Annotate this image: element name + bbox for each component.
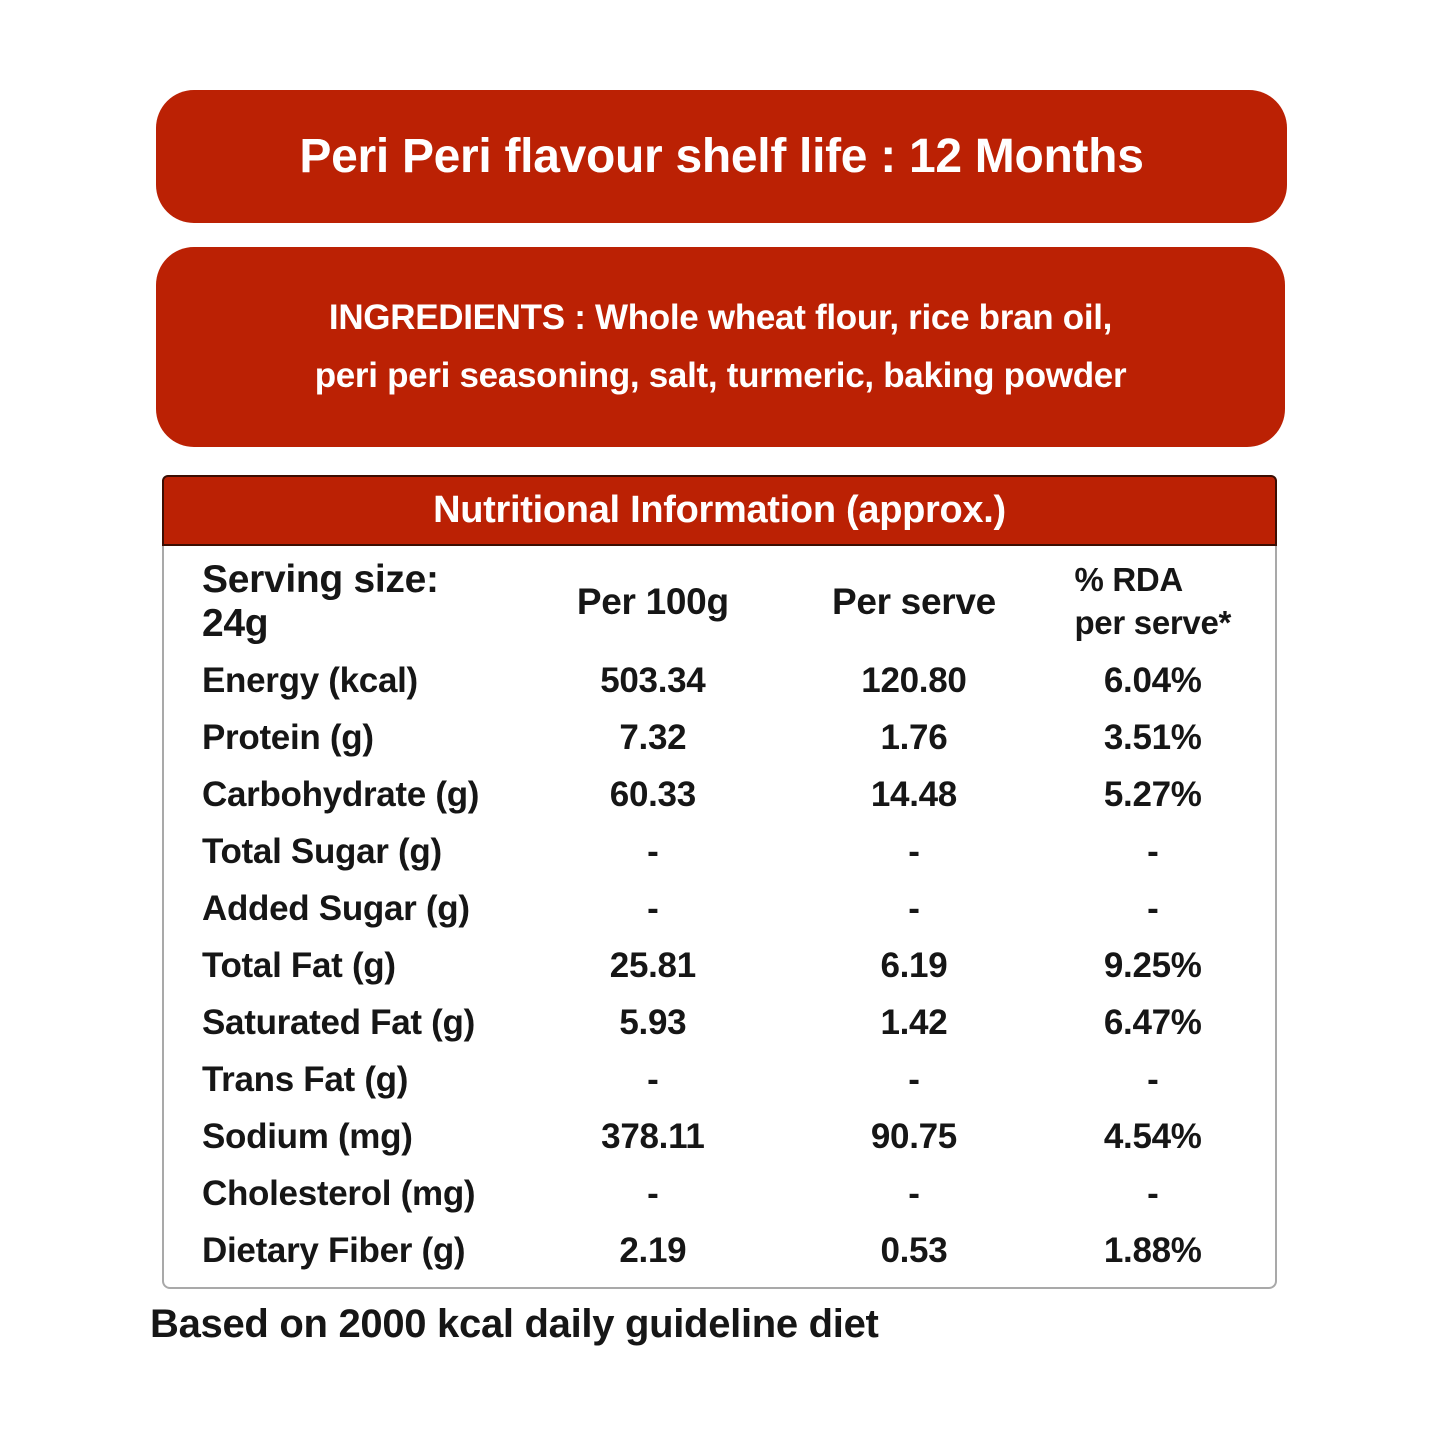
table-row-protein: Protein (g) 7.32 1.76 3.51% <box>164 709 1275 766</box>
shelf-life-banner: Peri Peri flavour shelf life : 12 Months <box>156 90 1287 223</box>
row-per-serve: 90.75 <box>870 1116 957 1156</box>
row-per-serve: - <box>908 1173 920 1213</box>
col-header-per-serve: Per serve <box>831 581 996 622</box>
nutrition-table: Nutritional Information (approx.) Servin… <box>162 475 1277 1289</box>
table-row-added-sugar: Added Sugar (g) - - - <box>164 880 1275 937</box>
row-label: Total Fat (g) <box>202 945 396 985</box>
row-per-serve: - <box>908 1059 920 1099</box>
row-rda: 9.25% <box>1103 945 1202 985</box>
row-per100g: - <box>647 1173 659 1213</box>
ingredients-banner: INGREDIENTS : Whole wheat flour, rice br… <box>156 247 1285 447</box>
row-rda: 3.51% <box>1103 717 1202 757</box>
row-per-serve: 0.53 <box>880 1230 948 1270</box>
row-label: Added Sugar (g) <box>202 888 470 928</box>
row-label: Energy (kcal) <box>202 660 418 700</box>
row-label: Carbohydrate (g) <box>202 774 480 814</box>
row-per100g: 503.34 <box>600 660 706 700</box>
guideline-note: Based on 2000 kcal daily guideline diet <box>150 1302 879 1346</box>
row-label: Trans Fat (g) <box>202 1059 409 1099</box>
row-per100g: - <box>647 831 659 871</box>
row-label: Sodium (mg) <box>202 1116 413 1156</box>
row-rda: - <box>1147 888 1159 928</box>
shelf-life-text: Peri Peri flavour shelf life : 12 Months <box>299 130 1144 183</box>
row-rda: 5.27% <box>1103 774 1202 814</box>
col-header-rda: % RDA per serve* <box>1031 559 1275 645</box>
table-row-dietary-fiber: Dietary Fiber (g) 2.19 0.53 1.88% <box>164 1222 1275 1279</box>
row-per-serve: 1.42 <box>880 1002 948 1042</box>
col-header-serving-size: Serving size: 24g <box>202 558 439 645</box>
row-label: Saturated Fat (g) <box>202 1002 475 1042</box>
row-per100g: 378.11 <box>601 1116 705 1156</box>
row-per-serve: - <box>908 831 920 871</box>
row-per-serve: - <box>908 888 920 928</box>
row-rda: 6.47% <box>1103 1002 1202 1042</box>
row-per100g: 7.32 <box>619 717 687 757</box>
nutrition-table-title: Nutritional Information (approx.) <box>162 475 1277 546</box>
row-per-serve: 1.76 <box>880 717 948 757</box>
row-rda: 1.88% <box>1103 1230 1202 1270</box>
table-row-saturated-fat: Saturated Fat (g) 5.93 1.42 6.47% <box>164 994 1275 1051</box>
row-rda: - <box>1147 1173 1159 1213</box>
row-rda: 4.54% <box>1103 1116 1202 1156</box>
row-per-serve: 120.80 <box>861 660 967 700</box>
row-label: Dietary Fiber (g) <box>202 1230 466 1270</box>
nutrition-table-body: Serving size: 24g Per 100g Per serve % R… <box>162 546 1277 1289</box>
row-label: Cholesterol (mg) <box>202 1173 476 1213</box>
row-per100g: 5.93 <box>619 1002 687 1042</box>
table-header-row: Serving size: 24g Per 100g Per serve % R… <box>164 552 1275 652</box>
table-row-trans-fat: Trans Fat (g) - - - <box>164 1051 1275 1108</box>
row-rda: 6.04% <box>1103 660 1202 700</box>
nutrition-title-text: Nutritional Information (approx.) <box>433 489 1006 531</box>
row-per100g: 2.19 <box>619 1230 687 1270</box>
row-per100g: - <box>647 888 659 928</box>
row-rda: - <box>1147 1059 1159 1099</box>
row-per-serve: 6.19 <box>880 945 948 985</box>
row-label: Protein (g) <box>202 717 374 757</box>
table-row-total-fat: Total Fat (g) 25.81 6.19 9.25% <box>164 937 1275 994</box>
row-rda: - <box>1147 831 1159 871</box>
row-label: Total Sugar (g) <box>202 831 442 871</box>
col-header-per-100g: Per 100g <box>576 581 729 622</box>
table-row-carbohydrate: Carbohydrate (g) 60.33 14.48 5.27% <box>164 766 1275 823</box>
table-row-total-sugar: Total Sugar (g) - - - <box>164 823 1275 880</box>
row-per100g: 25.81 <box>609 945 696 985</box>
row-per-serve: 14.48 <box>870 774 957 814</box>
rda-header-line2: per serve* <box>1074 604 1232 641</box>
table-row-sodium: Sodium (mg) 378.11 90.75 4.54% <box>164 1108 1275 1165</box>
table-row-energy: Energy (kcal) 503.34 120.80 6.04% <box>164 652 1275 709</box>
ingredients-text: INGREDIENTS : Whole wheat flour, rice br… <box>314 298 1127 395</box>
row-per100g: - <box>647 1059 659 1099</box>
row-per100g: 60.33 <box>609 774 696 814</box>
table-row-cholesterol: Cholesterol (mg) - - - <box>164 1165 1275 1222</box>
rda-header-line1: % RDA <box>1074 561 1183 599</box>
